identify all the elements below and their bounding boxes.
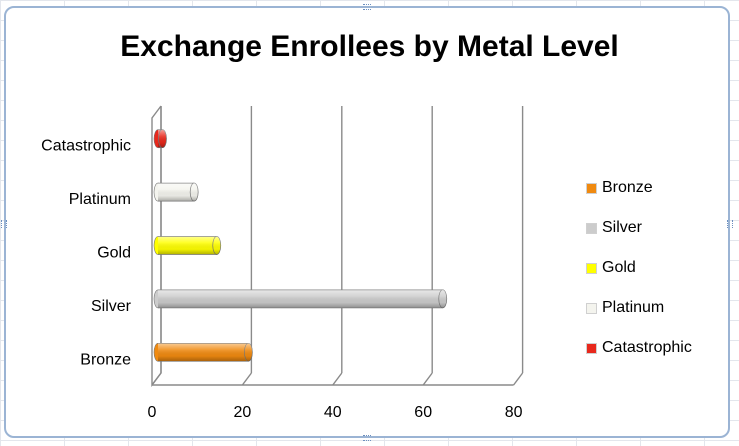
legend-label: Platinum <box>602 299 665 316</box>
legend-item-catastrophic: Catastrophic <box>586 328 692 368</box>
legend-item-bronze: Bronze <box>586 168 692 208</box>
bar-bronze[interactable] <box>153 342 253 362</box>
resize-handle-left[interactable] <box>1 220 7 228</box>
x-tick-label: 80 <box>505 404 523 421</box>
floor-gridline <box>513 372 524 386</box>
legend-swatch <box>586 222 597 234</box>
legend-swatch <box>586 342 597 354</box>
y-category-label: Silver <box>91 298 132 315</box>
y-category-label: Platinum <box>69 191 131 208</box>
resize-handle-right[interactable] <box>727 220 733 228</box>
y-category-label: Catastrophic <box>41 138 131 155</box>
legend-item-gold: Gold <box>586 248 692 288</box>
floor-gridline <box>422 372 433 386</box>
legend-label: Gold <box>602 259 636 276</box>
x-tick-label: 20 <box>234 404 252 421</box>
bar-catastrophic[interactable] <box>153 129 167 149</box>
chart-legend: Bronze Silver Gold Platinum Catastrophic <box>586 168 692 368</box>
legend-swatch <box>586 262 597 274</box>
bar-gold[interactable] <box>153 236 222 255</box>
legend-swatch <box>586 302 597 314</box>
x-tick-label: 60 <box>414 404 432 421</box>
resize-handle-bottom[interactable] <box>363 435 371 441</box>
x-tick-label: 0 <box>148 404 157 421</box>
y-category-label: Gold <box>97 245 131 262</box>
legend-item-silver: Silver <box>586 208 692 248</box>
bar-platinum[interactable] <box>153 182 199 202</box>
legend-label: Catastrophic <box>602 339 692 356</box>
legend-swatch <box>586 182 597 194</box>
y-category-label: Bronze <box>80 351 131 368</box>
legend-label: Bronze <box>602 179 653 196</box>
chart-frame[interactable] <box>1 4 733 441</box>
resize-handle-top[interactable] <box>363 4 371 10</box>
bar-silver[interactable] <box>153 289 448 309</box>
legend-label: Silver <box>602 219 643 236</box>
chart-title: Exchange Enrollees by Metal Level <box>120 30 619 63</box>
floor-gridline <box>332 372 343 386</box>
floor-gridline <box>241 372 252 386</box>
x-tick-label: 40 <box>324 404 342 421</box>
legend-item-platinum: Platinum <box>586 288 692 328</box>
